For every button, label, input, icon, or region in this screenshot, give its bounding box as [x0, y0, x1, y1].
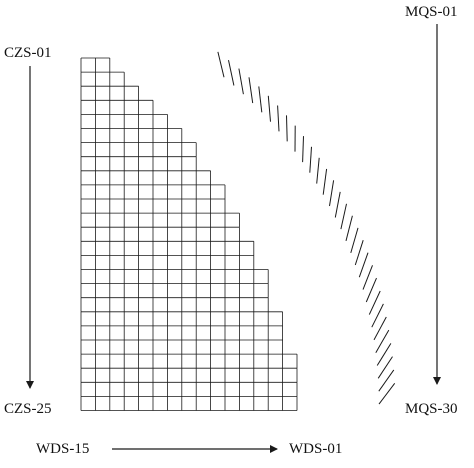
hatch-stroke — [363, 265, 373, 289]
hatch-stroke — [229, 60, 234, 85]
wds-start-label: WDS-15 — [36, 440, 89, 458]
czs-start-label: CZS-01 — [4, 44, 52, 62]
wds-end-label: WDS-01 — [289, 440, 342, 458]
hatch-stroke — [379, 383, 395, 404]
hatch-stroke — [218, 52, 224, 77]
hatch-stroke — [330, 180, 334, 206]
hatch-stroke — [359, 253, 368, 278]
hatch-stroke — [335, 192, 340, 218]
hatch-stroke — [278, 106, 279, 132]
czs-end-label: CZS-25 — [4, 400, 52, 418]
hatch-stroke — [366, 278, 376, 302]
hatch-stroke — [374, 317, 386, 340]
hatch-stroke — [369, 291, 380, 315]
mqs-end-label: MQS-30 — [405, 400, 458, 418]
hatch-stroke — [303, 136, 304, 162]
hatch-stroke — [341, 204, 347, 229]
hatch-band — [218, 52, 395, 404]
arrows — [30, 24, 437, 449]
hatch-stroke — [268, 96, 270, 122]
hatch-stroke — [259, 86, 262, 112]
hatch-stroke — [287, 115, 288, 141]
hatch-stroke — [239, 69, 244, 95]
hatch-stroke — [310, 147, 312, 173]
hatch-stroke — [249, 77, 253, 103]
hatch-stroke — [317, 158, 320, 184]
hatch-stroke — [372, 304, 384, 327]
hatch-stroke — [346, 216, 352, 241]
hatch-stroke — [351, 228, 358, 253]
hatch-stroke — [355, 240, 363, 265]
mqs-start-label: MQS-01 — [405, 3, 458, 21]
hatch-stroke — [323, 169, 326, 195]
grid-mesh — [81, 58, 297, 411]
